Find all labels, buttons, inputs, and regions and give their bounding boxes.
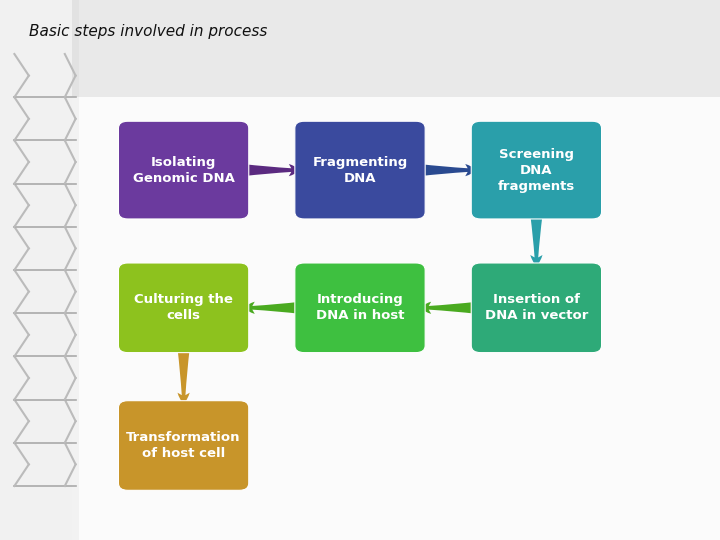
FancyBboxPatch shape [72,97,720,540]
FancyBboxPatch shape [0,0,79,540]
FancyBboxPatch shape [471,263,601,353]
Text: Introducing
DNA in host: Introducing DNA in host [316,293,404,322]
FancyBboxPatch shape [295,263,425,353]
Text: Screening
DNA
fragments: Screening DNA fragments [498,147,575,193]
FancyBboxPatch shape [72,0,720,97]
Text: Transformation
of host cell: Transformation of host cell [126,431,241,460]
Text: Fragmenting
DNA: Fragmenting DNA [312,156,408,185]
FancyBboxPatch shape [118,121,249,219]
FancyBboxPatch shape [118,401,249,490]
FancyBboxPatch shape [118,263,249,353]
Text: Basic steps involved in process: Basic steps involved in process [29,24,267,39]
FancyBboxPatch shape [295,121,425,219]
Text: Isolating
Genomic DNA: Isolating Genomic DNA [132,156,235,185]
FancyBboxPatch shape [471,121,601,219]
Text: Insertion of
DNA in vector: Insertion of DNA in vector [485,293,588,322]
Text: Culturing the
cells: Culturing the cells [134,293,233,322]
